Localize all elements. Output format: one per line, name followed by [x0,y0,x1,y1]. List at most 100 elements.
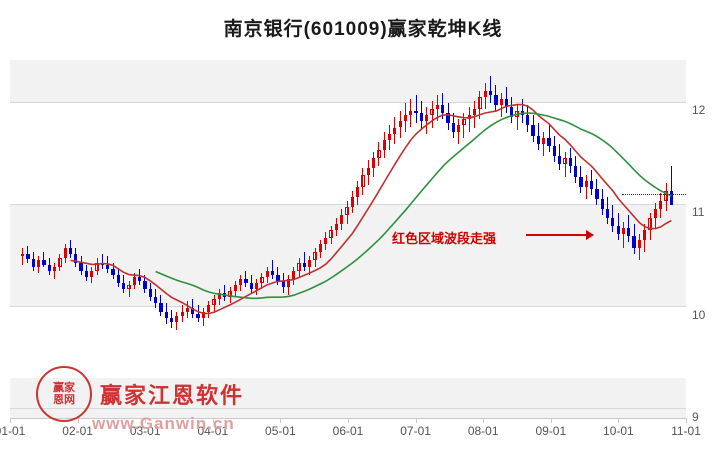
x-tick-label: 09-01 [535,424,567,438]
candle-body [297,262,301,271]
candle-body [26,254,30,260]
x-tick-mark [550,418,552,423]
candle-body [340,215,344,224]
candle-body [281,280,285,288]
candle-body [212,299,216,306]
candle-body [457,125,461,132]
ma-short-line [70,103,672,315]
candle-body [36,260,41,267]
annotation-label: 红色区域波段走强 [392,231,497,246]
candle-body [355,186,360,198]
annotation-arrow-icon [586,230,594,240]
candle-body [483,90,487,97]
x-tick-mark [145,418,147,423]
candle-body [21,254,25,257]
candle-wick [500,92,502,118]
candle-wick [186,301,188,318]
candle-body [244,278,248,283]
candle-body [260,276,264,283]
candle-body [664,190,668,202]
candle-wick [303,252,305,271]
candle-body [265,270,269,277]
candle-body [637,240,642,249]
candle-wick [224,285,226,302]
candle-wick [564,152,566,177]
candle-body [589,180,594,189]
candle-body [595,188,599,200]
moving-average-lines [70,103,672,315]
candle-wick [463,113,465,138]
candle-wick [357,180,359,206]
candle-body [31,259,35,267]
y-tick-label: 9 [692,410,699,424]
candle-wick [91,266,93,283]
candle-body [180,311,184,316]
candle-body [58,258,62,267]
candle-wick [314,248,316,267]
candle-body [371,158,376,169]
x-tick-label: 01-01 [0,424,26,438]
candle-body [239,278,243,286]
x-tick-label: 04-01 [197,424,229,438]
candle-wick [330,225,332,245]
candle-body [175,315,179,322]
candle-body [148,289,152,298]
candle-body [669,190,673,206]
candle-body [254,282,259,290]
candle-wick [181,305,183,322]
candle-body [526,115,530,126]
x-tick-label: 07-01 [400,424,431,438]
candle-wick [389,125,391,150]
candle-body [568,158,572,167]
x-tick-mark [212,418,214,423]
candle-body [579,176,583,187]
candle-body [74,254,78,263]
candle-wick [341,209,343,230]
candle-wick [101,254,103,269]
candle-body [132,276,136,286]
candle-body [632,235,636,249]
gridline-11 [10,204,686,205]
candle-wick [516,105,518,130]
candle-body [387,133,392,140]
candle-wick [245,270,247,288]
candle-wick [218,289,220,306]
candle-body [318,244,323,253]
candle-body [558,156,562,165]
x-tick-mark [348,418,349,423]
candle-wick [479,90,481,120]
candle-body [329,229,333,238]
candle-body [350,197,354,208]
candle-wick [378,141,380,167]
candle-wick [293,266,295,286]
candle-wick [468,107,470,132]
candle-wick [404,102,406,132]
candle-body [494,94,498,105]
candle-wick [649,213,651,241]
candle-body [435,105,440,110]
candle-body [324,237,328,245]
candle-body [499,98,503,105]
candle-body [302,262,307,267]
price-reference-line [622,194,686,195]
candle-body [600,199,604,210]
x-tick-mark [618,418,620,423]
candle-wick [234,280,236,298]
candle-body [398,121,402,128]
candle-body [616,225,620,234]
candle-body [185,307,190,312]
candle-body [207,305,211,312]
band-top [10,60,686,102]
candle-wick [622,221,624,249]
candle-wick [54,262,56,279]
candle-wick [240,274,242,292]
x-tick-mark [415,418,417,423]
candle-body [122,282,126,290]
candle-body [63,248,67,259]
x-tick-label: 06-01 [332,424,364,438]
candle-body [419,113,424,122]
x-tick-mark [10,418,11,423]
candle-body [552,145,556,157]
candle-body [573,166,578,177]
candle-wick [415,94,417,124]
